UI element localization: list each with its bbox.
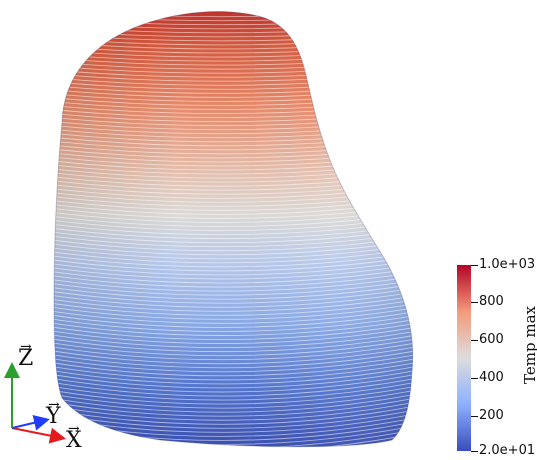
contour-line xyxy=(54,340,413,361)
contour-line xyxy=(54,387,413,409)
contour-line xyxy=(54,367,413,389)
contour-line xyxy=(54,351,413,373)
y-axis-arrow xyxy=(11,414,50,431)
contour-line xyxy=(54,281,413,300)
contour-line xyxy=(54,316,413,336)
scalar-bar-tick-label: 600 xyxy=(479,332,504,347)
contour-line xyxy=(54,332,413,353)
contour-line xyxy=(54,312,413,332)
contour-line xyxy=(54,296,413,316)
tick-mark-600 xyxy=(471,340,478,341)
contour-line xyxy=(54,304,413,324)
scalar-bar-max-label: 1.0e+03 xyxy=(479,257,536,272)
contour-line xyxy=(54,308,413,328)
z-axis-label: → Z xyxy=(18,339,34,371)
contour-line xyxy=(54,285,413,304)
contour-line xyxy=(54,269,413,288)
contour-line xyxy=(54,289,413,308)
contour-line xyxy=(54,293,413,312)
contour-line xyxy=(54,383,413,405)
contour-line xyxy=(54,324,413,344)
contour-line xyxy=(54,406,413,429)
contour-line xyxy=(54,359,413,381)
tick-mark-max xyxy=(471,265,478,266)
scalar-bar-tick-label: 800 xyxy=(479,294,504,309)
contour-line xyxy=(54,355,413,377)
scalar-bar-gradient xyxy=(457,265,471,451)
contour-line xyxy=(54,394,413,417)
x-axis-arrow xyxy=(11,427,66,444)
contour-line xyxy=(54,257,413,276)
contour-line xyxy=(54,328,413,349)
x-axis-label: → X xyxy=(66,421,82,453)
scalar-bar-tick-label: 200 xyxy=(479,408,504,423)
y-axis-label: → Y xyxy=(46,397,61,429)
orientation-axes xyxy=(4,362,66,444)
temperature-mesh[interactable] xyxy=(40,0,430,460)
tick-mark-400 xyxy=(471,378,478,379)
contour-line xyxy=(54,300,413,320)
scalar-bar[interactable]: 1.0e+03 800 600 400 200 2.0e+01 xyxy=(450,258,537,458)
contour-line xyxy=(54,336,413,357)
contour-line xyxy=(54,273,413,292)
contour-line xyxy=(54,320,413,340)
contour-line xyxy=(54,277,413,296)
tick-mark-800 xyxy=(471,302,478,303)
contour-line xyxy=(54,363,413,385)
contour-line xyxy=(54,390,413,413)
tick-mark-200 xyxy=(471,416,478,417)
contour-line xyxy=(54,343,413,365)
contour-line xyxy=(54,402,413,425)
contour-line xyxy=(54,261,413,280)
contour-line xyxy=(54,242,413,260)
contour-line xyxy=(54,253,413,272)
contour-line xyxy=(54,246,413,264)
scalar-bar-title: Temp max xyxy=(521,306,537,384)
contour-line xyxy=(54,371,413,393)
contour-line xyxy=(54,379,413,401)
contour-line xyxy=(54,249,413,268)
tick-mark-min xyxy=(471,451,478,452)
scalar-bar-tick-label: 400 xyxy=(479,370,504,385)
contour-line xyxy=(54,398,413,421)
contour-line xyxy=(54,265,413,284)
scalar-bar-min-label: 2.0e+01 xyxy=(479,443,536,458)
contour-line xyxy=(54,375,413,397)
contour-line xyxy=(54,347,413,369)
